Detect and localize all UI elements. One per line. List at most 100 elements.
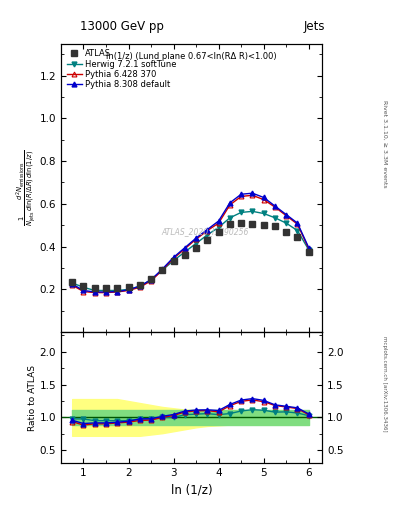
Text: Rivet 3.1.10, ≥ 3.3M events: Rivet 3.1.10, ≥ 3.3M events — [382, 99, 387, 187]
Herwig 7.2.1 softTune — [115, 287, 119, 293]
Pythia 6.428 370 — [104, 289, 108, 295]
Herwig 7.2.1 softTune — [149, 276, 153, 283]
Pythia 6.428 370 — [295, 221, 300, 227]
Line: Pythia 8.308 default: Pythia 8.308 default — [70, 191, 311, 294]
ATLAS — [284, 228, 288, 234]
Herwig 7.2.1 softTune — [273, 215, 277, 221]
Herwig 7.2.1 softTune — [239, 209, 244, 216]
Pythia 8.308 default — [239, 191, 244, 197]
Pythia 8.308 default — [284, 211, 288, 218]
ATLAS — [307, 249, 311, 255]
ATLAS — [250, 221, 255, 227]
Pythia 6.428 370 — [92, 289, 97, 295]
Herwig 7.2.1 softTune — [160, 267, 165, 273]
Pythia 6.428 370 — [81, 288, 86, 294]
Pythia 6.428 370 — [205, 227, 210, 233]
Pythia 8.308 default — [205, 226, 210, 232]
Herwig 7.2.1 softTune — [307, 247, 311, 253]
ATLAS — [92, 285, 97, 291]
Pythia 6.428 370 — [70, 282, 75, 288]
ATLAS — [160, 267, 165, 273]
Pythia 6.428 370 — [138, 284, 142, 290]
ATLAS — [261, 222, 266, 228]
Herwig 7.2.1 softTune — [205, 232, 210, 238]
ATLAS — [295, 234, 300, 240]
Line: ATLAS: ATLAS — [69, 220, 312, 291]
Pythia 6.428 370 — [171, 255, 176, 262]
Herwig 7.2.1 softTune — [171, 258, 176, 264]
Pythia 6.428 370 — [216, 220, 221, 226]
ATLAS — [182, 252, 187, 258]
Herwig 7.2.1 softTune — [104, 287, 108, 293]
Y-axis label: Ratio to ATLAS: Ratio to ATLAS — [28, 365, 37, 431]
ATLAS — [273, 223, 277, 229]
Pythia 8.308 default — [171, 254, 176, 261]
ATLAS — [81, 283, 86, 289]
Text: Jets: Jets — [304, 20, 325, 33]
ATLAS — [115, 285, 119, 291]
Pythia 8.308 default — [273, 203, 277, 209]
Herwig 7.2.1 softTune — [182, 249, 187, 255]
Text: ln(1/z) (Lund plane 0.67<ln(RΔ R)<1.00): ln(1/z) (Lund plane 0.67<ln(RΔ R)<1.00) — [106, 52, 277, 61]
Herwig 7.2.1 softTune — [228, 215, 232, 221]
Legend: ATLAS, Herwig 7.2.1 softTune, Pythia 6.428 370, Pythia 8.308 default: ATLAS, Herwig 7.2.1 softTune, Pythia 6.4… — [65, 48, 178, 91]
Pythia 8.308 default — [295, 220, 300, 226]
Pythia 6.428 370 — [261, 197, 266, 203]
Herwig 7.2.1 softTune — [70, 280, 75, 286]
Pythia 6.428 370 — [194, 236, 198, 242]
Herwig 7.2.1 softTune — [295, 227, 300, 233]
Pythia 8.308 default — [182, 245, 187, 251]
ATLAS — [138, 282, 142, 288]
Text: mcplots.cern.ch [arXiv:1306.3436]: mcplots.cern.ch [arXiv:1306.3436] — [382, 336, 387, 432]
Pythia 6.428 370 — [239, 194, 244, 200]
ATLAS — [126, 284, 131, 290]
Herwig 7.2.1 softTune — [194, 240, 198, 246]
Pythia 6.428 370 — [126, 287, 131, 293]
Herwig 7.2.1 softTune — [138, 283, 142, 289]
ATLAS — [104, 285, 108, 291]
Pythia 8.308 default — [126, 287, 131, 293]
Herwig 7.2.1 softTune — [81, 284, 86, 290]
Pythia 8.308 default — [228, 200, 232, 206]
Pythia 8.308 default — [307, 245, 311, 251]
Pythia 6.428 370 — [307, 246, 311, 252]
Line: Pythia 6.428 370: Pythia 6.428 370 — [70, 193, 311, 295]
ATLAS — [239, 220, 244, 226]
ATLAS — [149, 275, 153, 282]
Pythia 6.428 370 — [228, 202, 232, 208]
Herwig 7.2.1 softTune — [284, 220, 288, 226]
Pythia 8.308 default — [160, 266, 165, 272]
Line: Herwig 7.2.1 softTune: Herwig 7.2.1 softTune — [70, 209, 311, 293]
Pythia 6.428 370 — [182, 246, 187, 252]
Pythia 8.308 default — [261, 195, 266, 201]
Text: ATLAS_2020_I1790256: ATLAS_2020_I1790256 — [161, 227, 248, 236]
ATLAS — [205, 237, 210, 243]
Pythia 8.308 default — [92, 289, 97, 295]
Pythia 8.308 default — [81, 287, 86, 293]
Pythia 6.428 370 — [284, 212, 288, 219]
Pythia 6.428 370 — [160, 267, 165, 273]
ATLAS — [228, 221, 232, 227]
ATLAS — [194, 245, 198, 251]
Herwig 7.2.1 softTune — [216, 224, 221, 230]
Herwig 7.2.1 softTune — [261, 210, 266, 217]
Pythia 8.308 default — [138, 283, 142, 289]
ATLAS — [216, 228, 221, 234]
Pythia 8.308 default — [104, 289, 108, 295]
Pythia 8.308 default — [149, 276, 153, 283]
ATLAS — [70, 279, 75, 285]
Herwig 7.2.1 softTune — [92, 287, 97, 293]
Pythia 6.428 370 — [250, 192, 255, 198]
Text: 13000 GeV pp: 13000 GeV pp — [80, 20, 164, 33]
Pythia 6.428 370 — [115, 289, 119, 295]
Pythia 8.308 default — [115, 288, 119, 294]
Herwig 7.2.1 softTune — [126, 286, 131, 292]
Pythia 8.308 default — [194, 235, 198, 241]
Pythia 8.308 default — [250, 190, 255, 196]
Y-axis label: $\frac{1}{N_{\mathrm{jets}}}\frac{d^2 N_{\mathrm{emissions}}}{d\ln(R/\Delta R)\,: $\frac{1}{N_{\mathrm{jets}}}\frac{d^2 N_… — [15, 150, 38, 226]
Pythia 8.308 default — [216, 218, 221, 224]
Herwig 7.2.1 softTune — [250, 208, 255, 215]
X-axis label: ln (1/z): ln (1/z) — [171, 484, 212, 497]
Pythia 6.428 370 — [149, 278, 153, 284]
ATLAS — [171, 258, 176, 264]
